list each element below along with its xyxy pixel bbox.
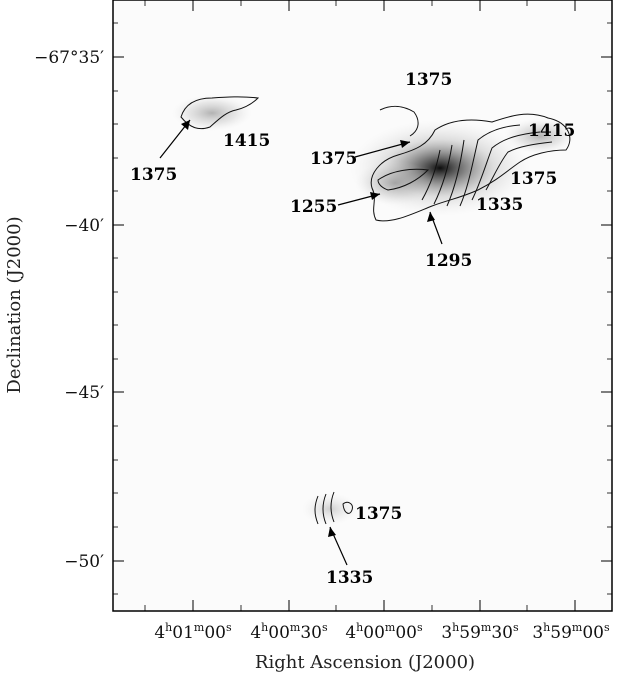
ra-seconds: 30: [491, 623, 513, 643]
contour-label: 1255: [290, 197, 337, 217]
ra-unit-h: h: [165, 621, 172, 634]
x-axis: 4h01m00s 4h00m30s 4h00m00s 3h59m30s 3h59…: [144, 0, 610, 673]
contour-top-fragment: [379, 105, 419, 137]
ra-unit-m: m: [385, 621, 396, 634]
contour-south-4: [342, 501, 353, 514]
ra-unit-m: m: [194, 621, 205, 634]
arrowhead-mid-1375: [400, 140, 410, 148]
contour-label-group: 1375 1415 1375 1375 1415 1375 1255 1335 …: [130, 70, 575, 588]
ra-unit-s: s: [322, 621, 328, 634]
ra-unit-s: s: [513, 621, 519, 634]
contour-label: 1335: [326, 568, 373, 588]
contour-label: 1415: [528, 121, 575, 141]
contour-ridge-5: [471, 131, 541, 201]
contour-ridge-4: [459, 124, 521, 207]
contour-ridge-1: [421, 149, 441, 201]
contour-nw-cloud: [180, 96, 260, 130]
contour-south-2: [322, 493, 327, 525]
ra-unit-s: s: [226, 621, 232, 634]
ra-hours: 4: [345, 623, 356, 643]
contour-label: 1375: [310, 149, 357, 169]
ra-minutes: 59: [459, 623, 481, 643]
ra-minutes: 00: [363, 623, 385, 643]
ra-seconds: 30: [300, 623, 322, 643]
x-tick-label: 4h00m30s: [250, 621, 328, 643]
contour-label: 1375: [405, 70, 452, 90]
contour-label: 1415: [223, 131, 270, 151]
emission-east-lobe: [504, 118, 576, 154]
y-tick-label: −67°35′: [34, 48, 104, 68]
arrowhead-south-1335: [328, 527, 336, 537]
x-axis-title: Right Ascension (J2000): [255, 652, 475, 673]
contour-main-1255: [377, 168, 430, 191]
ra-minutes: 00: [268, 623, 290, 643]
ra-unit-m: m: [572, 621, 583, 634]
emission-south-cloud: [302, 493, 358, 525]
y-tick-label: −40′: [64, 216, 104, 236]
ra-unit-h: h: [543, 621, 550, 634]
ra-seconds: 00: [582, 623, 604, 643]
contour-label: 1375: [510, 169, 557, 189]
arrowhead-1295: [427, 212, 435, 222]
contour-ridge-3: [446, 139, 465, 207]
ra-hours: 4: [250, 623, 261, 643]
arrow-mid-1375: [354, 141, 411, 158]
contour-main-outer: [370, 113, 571, 222]
x-major-ticks: [192, 0, 576, 611]
contours: [180, 96, 571, 525]
emission-nw-cloud: [172, 95, 252, 131]
ra-unit-s: s: [604, 621, 610, 634]
ra-unit-m: m: [290, 621, 301, 634]
ra-unit-h: h: [452, 621, 459, 634]
contour-label: 1295: [425, 251, 472, 271]
contour-label: 1375: [130, 165, 177, 185]
contour-label: 1375: [355, 504, 402, 524]
contour-south-1: [314, 495, 319, 525]
ra-minutes: 59: [550, 623, 572, 643]
y-axis: −67°35′ −40′ −45′ −50′ Declination (J200…: [4, 22, 612, 595]
ra-hours: 3: [441, 623, 452, 643]
ra-minutes: 01: [172, 623, 194, 643]
arrowhead-nw-1375: [181, 120, 190, 130]
y-tick-label: −50′: [64, 552, 104, 572]
ra-seconds: 00: [395, 623, 417, 643]
label-arrows: [159, 119, 443, 566]
y-major-ticks: [113, 56, 612, 562]
x-minor-ticks: [144, 0, 528, 611]
y-tick-label: −45′: [64, 383, 104, 403]
contour-label: 1335: [476, 195, 523, 215]
x-tick-label: 4h01m00s: [154, 621, 232, 643]
ra-unit-h: h: [261, 621, 268, 634]
ra-unit-h: h: [356, 621, 363, 634]
ra-unit-s: s: [417, 621, 423, 634]
ra-hours: 4: [154, 623, 165, 643]
ra-hours: 3: [532, 623, 543, 643]
x-tick-label: 3h59m00s: [532, 621, 610, 643]
y-axis-title: Declination (J2000): [4, 216, 25, 393]
ra-seconds: 00: [204, 623, 226, 643]
arrowhead-1255: [370, 192, 380, 200]
contour-ridge-6: [485, 141, 553, 191]
x-tick-label: 4h00m00s: [345, 621, 423, 643]
contour-ridge-2: [433, 144, 453, 205]
x-tick-label: 3h59m30s: [441, 621, 519, 643]
ra-unit-m: m: [481, 621, 492, 634]
contour-south-3: [330, 491, 335, 523]
y-minor-ticks: [113, 22, 612, 595]
